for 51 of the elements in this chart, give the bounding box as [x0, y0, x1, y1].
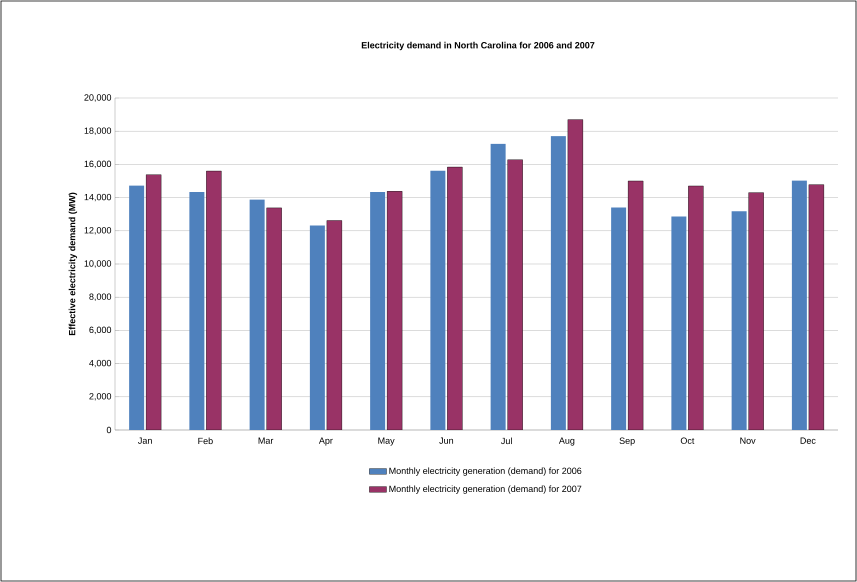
legend-label: Monthly electricity generation (demand) for 2006 — [389, 467, 582, 476]
bar — [490, 144, 506, 430]
bar — [688, 186, 704, 430]
x-tick-label: Sep — [620, 438, 635, 446]
y-tick-label: 12,000 — [84, 227, 112, 235]
x-tick-label: Jan — [138, 438, 152, 444]
y-tick-label: 14,000 — [84, 194, 112, 202]
x-tick-label: Nov — [740, 438, 756, 444]
x-tick-label: Jul — [501, 438, 512, 444]
bar — [748, 192, 764, 430]
bar — [370, 192, 386, 430]
bar — [808, 184, 824, 430]
x-tick-label: Dec — [800, 438, 816, 444]
y-tick-label: 18,000 — [84, 127, 112, 135]
bar — [129, 186, 144, 430]
bar — [611, 208, 626, 430]
y-tick-label: 6,000 — [89, 326, 112, 334]
x-tick-label: Aug — [558, 438, 574, 446]
x-tick-label: Mar — [258, 438, 274, 444]
legend-label: Monthly electricity generation (demand) for 2007 — [389, 485, 582, 494]
x-tick-label: Jun — [439, 438, 454, 444]
bar — [430, 170, 446, 430]
y-tick-label: 10,000 — [84, 260, 112, 268]
x-tick-label: Feb — [198, 438, 213, 444]
bar — [146, 174, 162, 430]
y-tick-label: 4,000 — [89, 360, 112, 368]
bar — [310, 225, 325, 430]
bar — [447, 166, 463, 430]
x-tick-label: Apr — [318, 438, 333, 446]
bar — [671, 216, 686, 430]
bar — [792, 180, 807, 430]
bar — [568, 119, 584, 430]
bar — [189, 192, 204, 430]
x-tick-label: Oct — [680, 438, 694, 444]
bar — [326, 220, 342, 430]
bar — [550, 136, 566, 430]
y-tick-label: 2,000 — [89, 393, 112, 401]
bar — [250, 200, 265, 430]
bar — [732, 211, 747, 430]
bar — [386, 191, 402, 430]
bar — [507, 160, 523, 430]
y-tick-label: 20,000 — [84, 94, 112, 102]
y-tick-label: 8,000 — [89, 293, 112, 301]
x-tick-label: May — [378, 438, 395, 446]
y-tick-label: 0 — [106, 426, 112, 434]
y-tick-label: 16,000 — [84, 160, 112, 168]
bar — [266, 208, 282, 430]
bar — [206, 170, 222, 430]
bar — [628, 180, 644, 430]
chart-title: Electricity demand in North Carolina for 2006 and 2007 — [362, 42, 594, 50]
y-axis-title: Effective electricity demand (MW) — [68, 192, 78, 336]
